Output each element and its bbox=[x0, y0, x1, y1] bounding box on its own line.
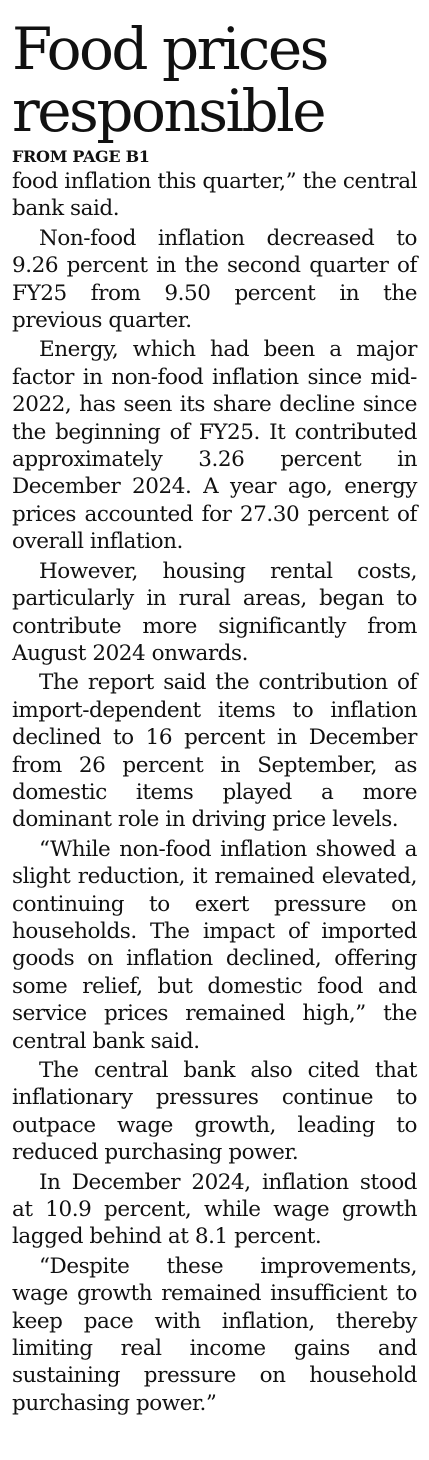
article-paragraph-9: “Despite these improvements, wage growth… bbox=[12, 1253, 417, 1416]
news-article-page: Food prices responsible FROM PAGE B1 foo… bbox=[0, 18, 429, 1460]
article-paragraph-1: food inflation this quarter,” the centra… bbox=[12, 169, 417, 222]
headline: Food prices responsible bbox=[12, 18, 417, 142]
article-body: food inflation this quarter,” the centra… bbox=[12, 168, 417, 1417]
article-paragraph-4: However, housing rental costs, particula… bbox=[12, 558, 417, 666]
jump-label: FROM PAGE B1 bbox=[12, 147, 150, 166]
article-paragraph-3: Energy, which had been a major factor in… bbox=[12, 337, 417, 555]
article-paragraph-8: In December 2024, inflation stood at 10.… bbox=[12, 1169, 417, 1250]
article-paragraph-6: “While non-food inflation showed a sligh… bbox=[12, 836, 417, 1054]
headline-line-1: Food prices bbox=[12, 15, 329, 83]
article-paragraph-7: The central bank also cited that inflati… bbox=[12, 1058, 417, 1166]
headline-line-2: responsible bbox=[12, 77, 327, 145]
article-paragraph-2: Non-food inflation decreased to 9.26 per… bbox=[12, 225, 417, 334]
article-paragraph-5: The report said the contribution of impo… bbox=[12, 670, 417, 833]
